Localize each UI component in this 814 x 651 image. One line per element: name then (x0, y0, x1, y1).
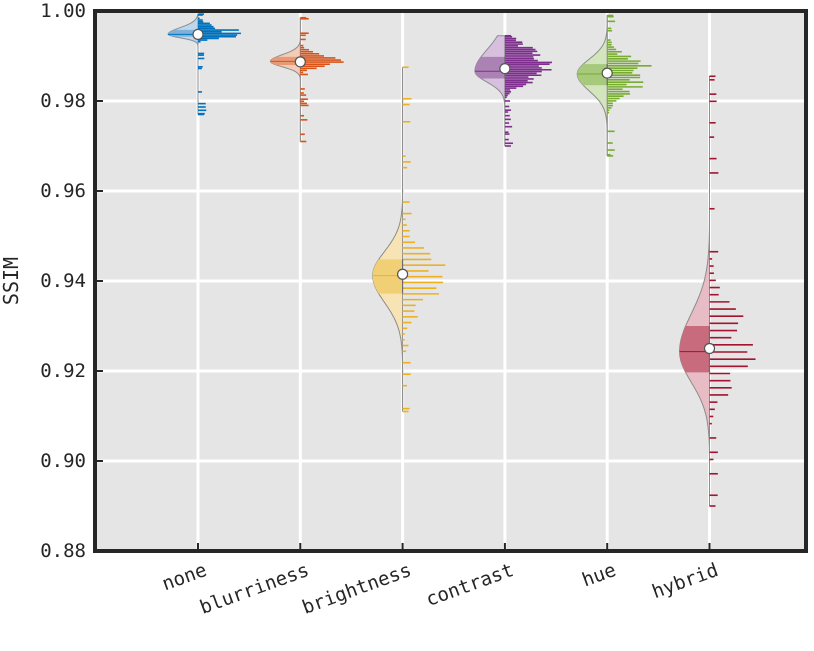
violin-hybrid (679, 75, 756, 507)
y-tick-label: 0.96 (40, 180, 86, 202)
mean-marker-blurriness (294, 56, 306, 68)
violin-iqr-brightness (372, 259, 403, 294)
violins (167, 13, 756, 507)
y-tick-label: 0.98 (40, 90, 86, 112)
violin-iqr-none (168, 29, 198, 37)
y-tick-label: 0.94 (40, 270, 86, 292)
mean-marker-hue (601, 67, 613, 79)
x-tick-label: none (159, 559, 210, 595)
mean-marker-brightness (397, 268, 409, 280)
violin-blurriness (269, 16, 344, 143)
y-axis-label: SSIM (0, 257, 23, 305)
violin-iqr-hybrid (679, 326, 710, 373)
mean-marker-hybrid (703, 342, 716, 355)
violin-iqr-hue (577, 64, 608, 86)
y-tick-label: 0.88 (40, 540, 86, 562)
mean-marker-contrast (499, 62, 511, 75)
violin-body-none (167, 13, 199, 115)
violin-body-hybrid (679, 76, 710, 506)
mean-marker-none (192, 28, 204, 41)
violin-hue (576, 14, 652, 157)
x-tick-label: blurriness (197, 559, 312, 619)
x-tick-label: hue (579, 559, 619, 591)
violin-brightness (372, 66, 446, 413)
y-tick-label: 1.00 (40, 0, 86, 22)
violin-iqr-contrast (474, 56, 505, 79)
y-tick-label: 0.90 (40, 450, 86, 472)
y-tick-label: 0.92 (40, 360, 86, 382)
violin-contrast (474, 34, 553, 147)
x-tick-label: contrast (423, 559, 517, 611)
y-tick-labels: 0.88 0.90 0.92 0.94 0.96 0.98 1.00 (40, 0, 103, 562)
violin-body-hue (576, 15, 608, 156)
violin-none (167, 13, 241, 116)
x-tick-label: hybrid (649, 559, 721, 603)
x-tick-label: brightness (299, 559, 414, 619)
